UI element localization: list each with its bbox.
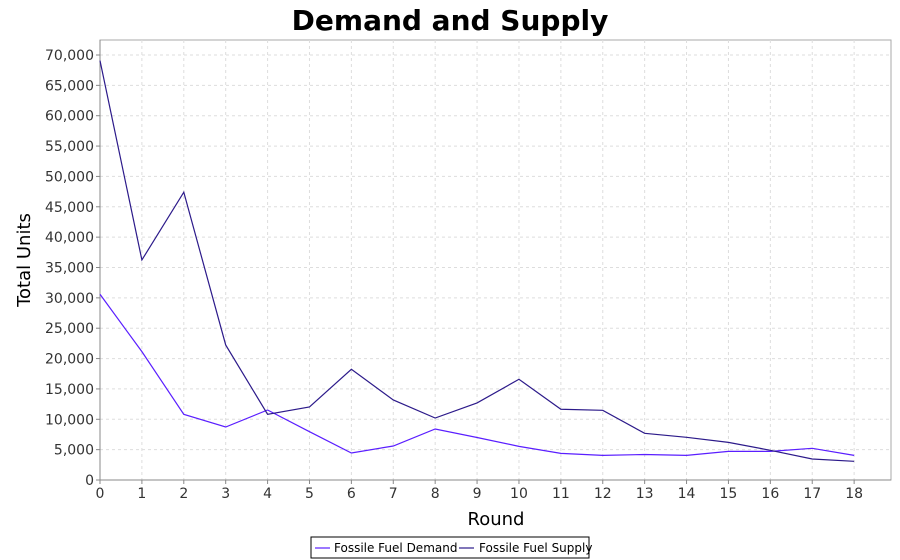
x-tick-label: 9 xyxy=(473,486,482,502)
x-axis: 0 1 2 3 4 5 6 7 8 9 10 11 12 13 14 15 16 17 18 xyxy=(96,479,891,502)
y-tick-label: 10,000 xyxy=(45,412,94,428)
series-lines xyxy=(99,60,855,462)
x-tick-label: 8 xyxy=(431,486,440,502)
y-tick-label: 20,000 xyxy=(45,352,94,368)
x-tick-label: 2 xyxy=(179,486,188,502)
x-tick-label: 6 xyxy=(347,486,356,502)
x-tick-label: 12 xyxy=(594,486,612,502)
x-tick-label: 0 xyxy=(96,486,105,502)
x-tick-label: 15 xyxy=(720,486,738,502)
x-tick-label: 10 xyxy=(510,486,528,502)
y-tick-label: 60,000 xyxy=(45,109,94,125)
x-tick-label: 17 xyxy=(803,486,821,502)
x-tick-label: 11 xyxy=(552,486,570,502)
x-tick-label: 5 xyxy=(305,486,314,502)
legend-label-demand: Fossile Fuel Demand xyxy=(334,541,457,555)
y-axis-label: Total Units xyxy=(14,213,35,308)
chart-title: Demand and Supply xyxy=(292,4,609,37)
x-tick-label: 16 xyxy=(761,486,779,502)
y-tick-label: 5,000 xyxy=(54,443,94,459)
x-tick-label: 3 xyxy=(221,486,230,502)
y-tick-label: 30,000 xyxy=(45,291,94,307)
legend-label-supply: Fossile Fuel Supply xyxy=(479,541,592,555)
y-tick-label: 0 xyxy=(85,473,94,489)
y-tick-label: 45,000 xyxy=(45,200,94,216)
series-line-supply xyxy=(99,60,855,462)
y-tick-label: 70,000 xyxy=(45,48,94,64)
plot-area xyxy=(99,39,892,481)
y-tick-label: 25,000 xyxy=(45,321,94,337)
y-tick-label: 35,000 xyxy=(45,260,94,276)
y-tick-label: 40,000 xyxy=(45,230,94,246)
legend-box xyxy=(310,536,590,559)
x-tick-label: 13 xyxy=(636,486,654,502)
y-tick-label: 65,000 xyxy=(45,78,94,94)
x-axis-label: Round xyxy=(468,509,525,530)
grid xyxy=(100,40,891,480)
legend: Fossile Fuel Demand Fossile Fuel Supply xyxy=(310,536,592,559)
series-line-demand xyxy=(99,293,855,456)
x-tick-label: 14 xyxy=(678,486,696,502)
y-tick-label: 50,000 xyxy=(45,169,94,185)
y-axis: 0 5,000 10,000 15,000 20,000 25,000 30,000 35,0… xyxy=(45,40,101,489)
y-tick-label: 55,000 xyxy=(45,139,94,155)
x-tick-label: 1 xyxy=(137,486,146,502)
x-tick-label: 7 xyxy=(389,486,398,502)
x-tick-label: 18 xyxy=(845,486,863,502)
y-tick-label: 15,000 xyxy=(45,382,94,398)
x-tick-label: 4 xyxy=(263,486,272,502)
